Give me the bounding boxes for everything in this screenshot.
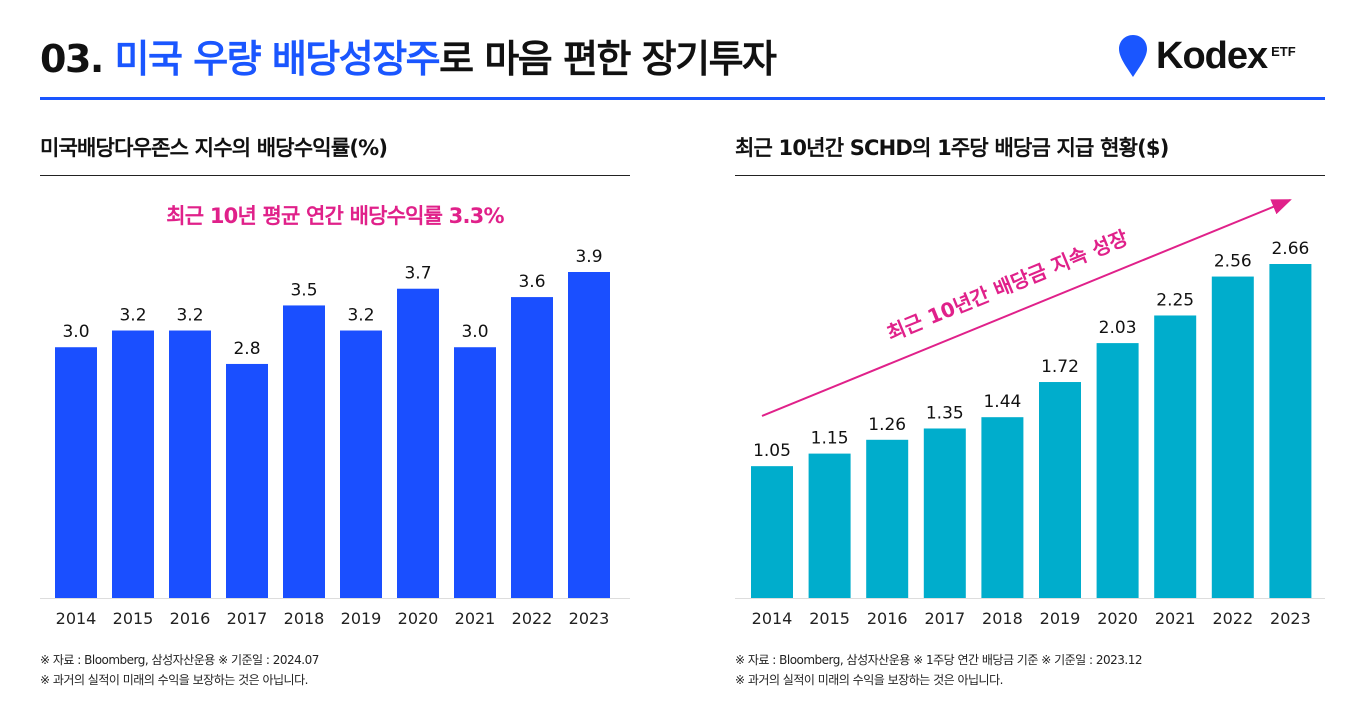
right-bar-2019 [1039, 382, 1081, 598]
right-bar-2017 [923, 428, 966, 598]
right-value-label-2014: 1.05 [753, 441, 791, 461]
left-value-label-2016: 3.2 [176, 306, 203, 326]
left-note-source: ※ 자료 : Bloomberg, 삼성자산운용 ※ 기준일 : 2024.07 [40, 653, 319, 667]
left-value-label-2015: 3.2 [119, 306, 146, 326]
right-year-label-2015: 2015 [809, 609, 850, 628]
right-value-label-2018: 1.44 [983, 392, 1021, 412]
title-suffix: 로 마음 편한 장기투자 [439, 37, 777, 81]
right-year-label-2020: 2020 [1097, 609, 1138, 628]
left-value-label-2020: 3.7 [404, 264, 431, 284]
left-bar-2023 [568, 272, 610, 598]
right-value-label-2019: 1.72 [1041, 357, 1079, 377]
right-bar-2022 [1211, 276, 1254, 598]
right-year-label-2019: 2019 [1040, 609, 1081, 628]
left-year-label-2018: 2018 [284, 609, 325, 628]
right-year-label-2014: 2014 [752, 609, 793, 628]
left-year-label-2017: 2017 [227, 609, 268, 628]
left-year-label-2021: 2021 [455, 609, 496, 628]
kodex-logo: Kodex ETF [1118, 34, 1296, 78]
logo-text: Kodex [1156, 34, 1268, 77]
left-bar-2020 [397, 288, 439, 598]
left-year-label-2016: 2016 [170, 609, 211, 628]
right-year-label-2021: 2021 [1155, 609, 1196, 628]
title-highlight: 미국 우량 배당성장주 [114, 37, 441, 81]
right-year-label-2018: 2018 [982, 609, 1023, 628]
left-value-label-2018: 3.5 [290, 280, 317, 300]
right-note-source: ※ 자료 : Bloomberg, 삼성자산운용 ※ 1주당 연간 배당금 기준… [735, 653, 1143, 667]
page-title: 03. 미국 우량 배당성장주로 마음 편한 장기투자 [40, 28, 777, 83]
right-bar-2020 [1096, 343, 1139, 598]
left-bar-2014 [55, 347, 97, 598]
right-bar-2015 [808, 453, 851, 598]
right-bar-2016 [866, 439, 909, 598]
right-value-label-2021: 2.25 [1156, 290, 1194, 310]
left-bar-2016 [169, 330, 211, 598]
left-year-label-2020: 2020 [398, 609, 439, 628]
right-year-label-2022: 2022 [1212, 609, 1253, 628]
left-value-label-2022: 3.6 [518, 272, 545, 292]
right-value-label-2020: 2.03 [1099, 318, 1137, 338]
right-year-label-2023: 2023 [1270, 609, 1311, 628]
left-bar-2021 [454, 347, 496, 598]
right-bar-2018 [981, 417, 1024, 598]
right-note-disclaimer: ※ 과거의 실적이 미래의 수익을 보장하는 것은 아닙니다. [735, 673, 1003, 687]
left-chart-subtitle: 최근 10년 평균 연간 배당수익률 3.3% [166, 204, 504, 228]
left-bar-2018 [283, 305, 325, 598]
left-bar-2022 [511, 297, 553, 598]
right-value-label-2022: 2.56 [1214, 252, 1252, 272]
right-year-label-2017: 2017 [924, 609, 965, 628]
left-chart-heading: 미국배당다우존스 지수의 배당수익률(%) [40, 136, 388, 160]
left-bar-2019 [340, 330, 382, 598]
left-year-label-2022: 2022 [512, 609, 553, 628]
right-bar-2023 [1269, 264, 1312, 598]
left-year-label-2015: 2015 [113, 609, 154, 628]
left-value-label-2017: 2.8 [233, 339, 260, 359]
right-bar-2021 [1154, 315, 1197, 598]
right-value-label-2015: 1.15 [811, 429, 849, 449]
title-prefix: 03. [40, 37, 115, 81]
right-year-label-2016: 2016 [867, 609, 908, 628]
left-note-disclaimer: ※ 과거의 실적이 미래의 수익을 보장하는 것은 아닙니다. [40, 673, 308, 687]
right-value-label-2023: 2.66 [1271, 239, 1309, 259]
left-year-label-2019: 2019 [341, 609, 382, 628]
left-value-label-2023: 3.9 [575, 247, 602, 267]
left-value-label-2019: 3.2 [347, 306, 374, 326]
right-value-label-2017: 1.35 [926, 403, 964, 423]
left-year-label-2023: 2023 [569, 609, 610, 628]
left-value-label-2014: 3.0 [62, 322, 89, 342]
left-bar-2017 [226, 363, 268, 598]
right-bar-2014 [751, 466, 793, 598]
location-pin-icon [1119, 35, 1147, 77]
left-heading-divider [40, 175, 630, 176]
growth-arrow [761, 199, 1292, 417]
logo-etf: ETF [1271, 44, 1296, 59]
left-year-label-2014: 2014 [56, 609, 97, 628]
right-heading-divider [735, 175, 1325, 176]
left-value-label-2021: 3.0 [461, 322, 488, 342]
left-bar-2015 [112, 330, 154, 598]
right-chart-heading: 최근 10년간 SCHD의 1주당 배당금 지급 현황($) [735, 136, 1169, 160]
right-value-label-2016: 1.26 [868, 415, 906, 435]
growth-arrow-label: 최근 10년간 배당금 지속 성장 [883, 225, 1131, 345]
title-divider [40, 97, 1325, 100]
